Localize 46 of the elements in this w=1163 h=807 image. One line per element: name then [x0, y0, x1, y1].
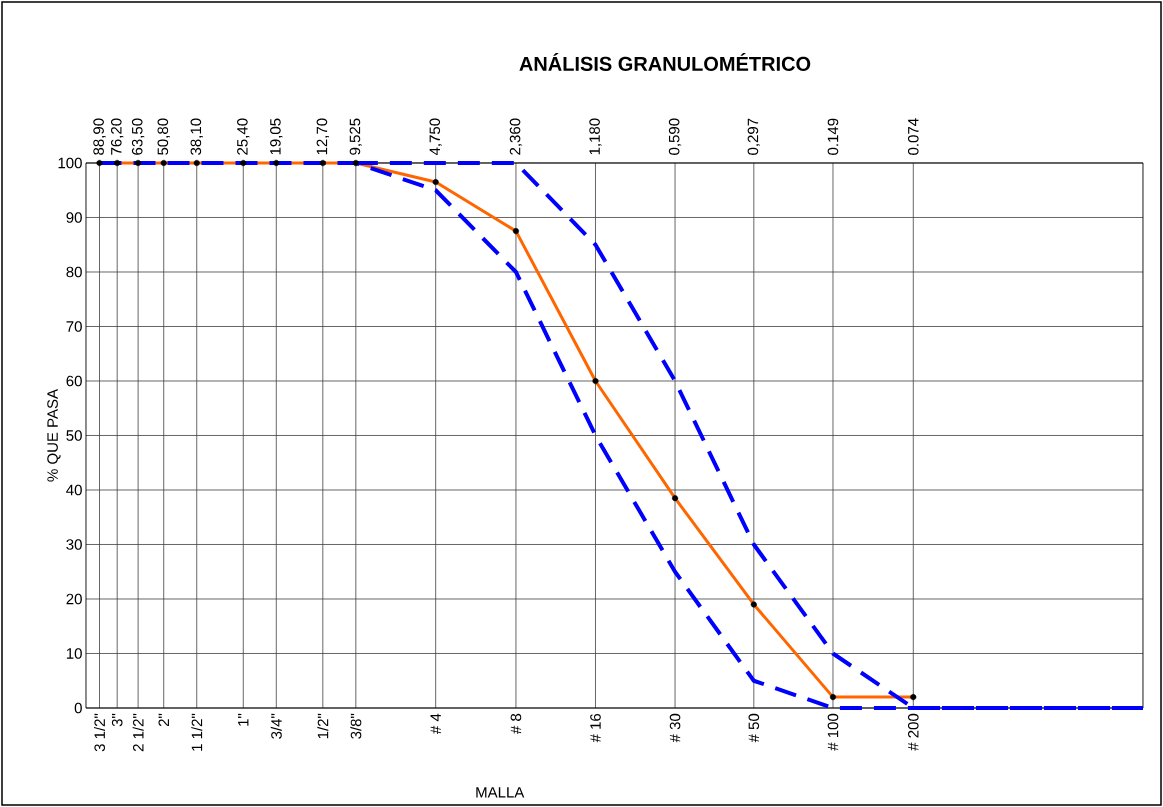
x-tick-label: 2,360 — [509, 118, 523, 155]
x-tick-label: 4,750 — [429, 118, 442, 156]
text: 1 1/2" — [191, 713, 203, 751]
text: 1" — [238, 713, 249, 726]
text: # 30 — [669, 713, 681, 743]
y-tick-label: 100 — [58, 157, 82, 169]
text: # 16 — [590, 713, 601, 743]
x-tick-label: 9,525 — [349, 118, 363, 155]
y-tick-label: 60 — [66, 375, 82, 387]
x-axis-title: MALLA — [476, 787, 525, 798]
y-axis-title: % QUE PASA — [47, 388, 61, 482]
text: 1/2" — [317, 713, 329, 739]
x-tick-label: 0.074 — [907, 118, 919, 155]
x-tick-label: 38,10 — [190, 118, 203, 155]
chart-title: ANÁLISIS GRANULOMÉTRICO — [519, 53, 811, 71]
y-tick-label: 50 — [66, 430, 82, 441]
y-tick-label: 10 — [66, 648, 82, 659]
text: 3/8" — [350, 713, 362, 739]
y-tick-label: 20 — [66, 593, 82, 605]
text: # 4 — [430, 713, 441, 734]
x-tick-label: 76,20 — [111, 118, 124, 155]
text: # 50 — [748, 713, 760, 743]
y-tick-label: 90 — [66, 212, 82, 223]
x-tick-label: 50,80 — [157, 118, 170, 155]
text: 2 1/2" — [132, 713, 144, 752]
text: 3 1/2" — [94, 713, 106, 752]
x-tick-label: 0,590 — [668, 118, 682, 155]
x-tick-label: 12,70 — [316, 118, 329, 155]
x-tick-label: 1,180 — [589, 118, 602, 155]
x-tick-label: 88,90 — [93, 118, 106, 155]
text: # 200 — [907, 713, 919, 751]
x-tick-label: 0,297 — [747, 118, 761, 155]
text: 2" — [158, 713, 169, 727]
text: 3" — [111, 713, 123, 727]
text: # 8 — [510, 713, 522, 734]
y-tick-label: 0 — [74, 702, 82, 714]
y-tick-label: 80 — [66, 266, 82, 278]
y-tick-label: 70 — [66, 321, 82, 332]
y-tick-label: 30 — [66, 539, 82, 550]
text: # 100 — [827, 713, 839, 751]
x-tick-label: 0.149 — [827, 118, 839, 155]
x-tick-label: 25,40 — [237, 118, 250, 155]
text: 3/4" — [270, 713, 282, 739]
x-tick-label: 19,05 — [270, 118, 283, 155]
y-tick-label: 40 — [66, 484, 82, 496]
x-tick-label: 63,50 — [131, 118, 145, 155]
